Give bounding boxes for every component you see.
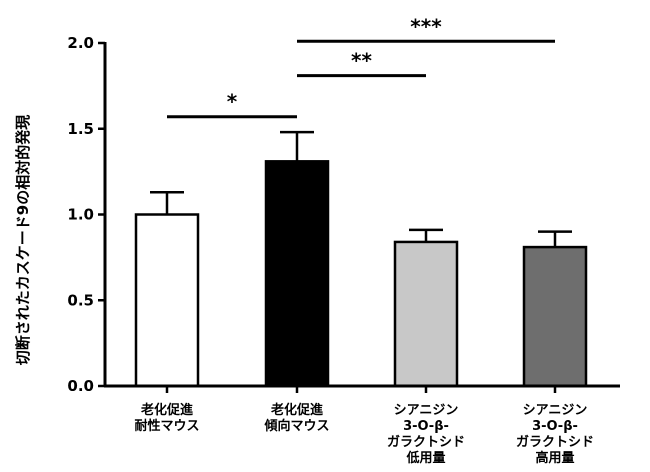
significance-label: ** [351,49,372,73]
significance-brackets: ****** [167,14,555,119]
category-label-line: 3-O-β- [403,419,449,434]
bar [134,213,200,388]
category-label: 老化促進傾向マウス [263,402,329,434]
y-tick-label: 1.5 [67,120,94,138]
category-label-line: 傾向マウス [263,418,329,434]
category-label-line: シアニジン [394,403,459,418]
category-label-line: シアニジン [523,403,588,418]
bar [522,245,588,388]
y-axis: 0.0 0.5 1.0 1.5 2.0 [67,34,107,395]
y-tick-label: 1.0 [67,206,94,224]
y-tick-label: 0.5 [67,291,94,309]
y-tick-label: 2.0 [67,34,94,52]
category-label-line: 高用量 [535,450,574,466]
bar [264,160,330,388]
category-label: 老化促進耐性マウス [134,402,199,434]
category-label-line: 老化促進 [140,402,193,418]
significance-label: *** [410,14,442,38]
y-tick-label: 0.0 [67,377,94,395]
bar [393,240,459,388]
y-axis-label: 切断されたカスケード9の相対的発現 [14,115,32,365]
category-label-line: 3-O-β- [532,419,578,434]
category-label-line: 耐性マウス [134,418,199,434]
bars [134,130,588,388]
significance-label: * [227,90,238,114]
category-label: シアニジン 3-O-β-ガラクトシド低用量 [387,403,465,466]
category-label-line: ガラクトシド [516,435,594,450]
category-label-line: ガラクトシド [387,435,465,450]
category-label-line: 老化促進 [270,402,323,418]
category-label-line: 低用量 [405,450,445,466]
x-axis [104,384,620,393]
category-label: シアニジン 3-O-β-ガラクトシド高用量 [516,403,594,466]
